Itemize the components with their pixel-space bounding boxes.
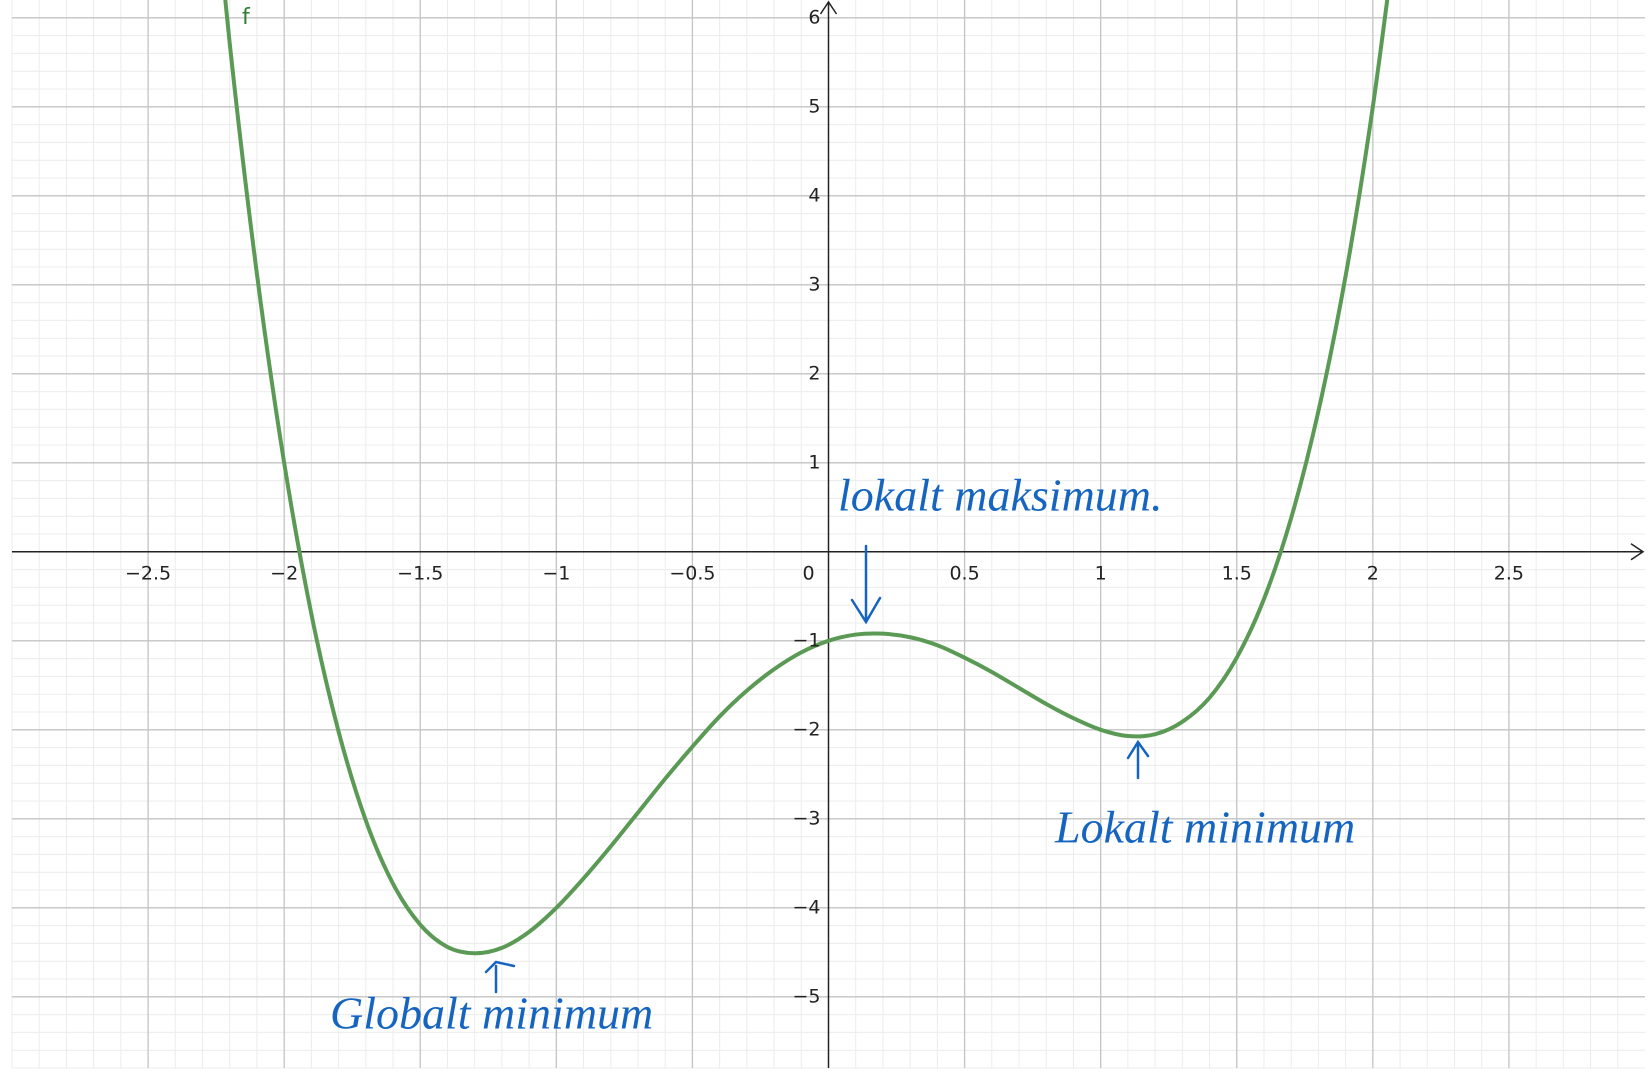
annotation: lokalt maksimum. xyxy=(838,470,1163,521)
x-tick-label: 1 xyxy=(1095,562,1107,584)
y-tick-label: −4 xyxy=(792,896,820,918)
plot-area xyxy=(223,0,1390,956)
y-tick-label: 2 xyxy=(808,362,820,384)
x-axis-arrow xyxy=(1630,543,1645,561)
function-curve xyxy=(223,0,1390,956)
x-tick-label: −2.5 xyxy=(125,562,171,584)
x-tick-label: −1 xyxy=(542,562,570,584)
x-tick-label: 2.5 xyxy=(1494,562,1524,584)
y-tick-label: 4 xyxy=(808,184,820,206)
x-tick-label: 1.5 xyxy=(1222,562,1252,584)
y-tick-label: −5 xyxy=(792,985,820,1007)
annotation: Globalt minimum xyxy=(330,988,653,1039)
y-tick-label: 5 xyxy=(808,95,820,117)
labels: −2.5 −2 −1.5 −1 −0.5 0 0.5 1 1.5 2 2.5 −5 −4 −3 −2 −1 1 2… xyxy=(125,5,1524,1039)
y-tick-label: −3 xyxy=(792,807,820,829)
x-tick-label: 0.5 xyxy=(949,562,979,584)
x-tick-label: 2 xyxy=(1367,562,1379,584)
function-label: f xyxy=(242,5,251,30)
arrows xyxy=(484,544,1150,994)
x-tick-label: −0.5 xyxy=(669,562,715,584)
y-axis-arrow xyxy=(819,0,838,15)
arrow-local-min xyxy=(1126,739,1150,780)
annotation: Lokalt minimum xyxy=(1054,802,1355,853)
y-tick-label: 1 xyxy=(808,451,820,473)
arrow-global-min xyxy=(484,960,516,994)
axes xyxy=(12,0,1645,1068)
x-tick-label: −2 xyxy=(270,562,298,584)
arrow-max xyxy=(850,544,882,625)
x-tick-label: −1.5 xyxy=(397,562,443,584)
y-tick-label: −1 xyxy=(792,629,820,651)
y-tick-label: 3 xyxy=(808,273,820,295)
x-tick-label: 0 xyxy=(802,562,814,584)
y-tick-label: −2 xyxy=(792,718,820,740)
y-tick-label: 6 xyxy=(808,6,820,28)
